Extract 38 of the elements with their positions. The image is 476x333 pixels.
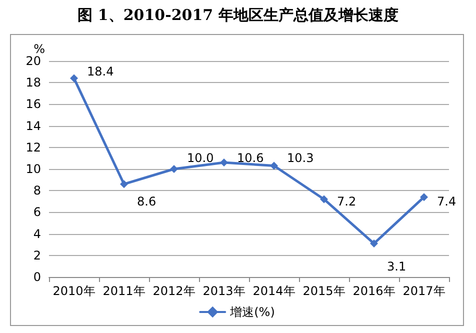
point — [170, 165, 178, 173]
x-tick-label: 2014年 — [252, 284, 296, 298]
x-tick-label: 2011年 — [102, 284, 146, 298]
y-tick-label: 8 — [33, 184, 41, 198]
x-tick-label: 2010年 — [52, 284, 96, 298]
data-label: 18.4 — [87, 64, 114, 79]
data-label: 7.2 — [337, 194, 356, 208]
x-tick-label: 2013年 — [202, 284, 246, 298]
y-tick-label: 10 — [26, 162, 41, 176]
x-tick-label: 2012年 — [152, 284, 196, 298]
point — [220, 158, 228, 167]
data-label: 10.0 — [187, 151, 214, 166]
x-tick-label: 2017年 — [402, 284, 446, 298]
point — [270, 162, 278, 170]
y-tick-label: 12 — [26, 140, 41, 154]
point — [370, 240, 378, 248]
point — [320, 195, 328, 204]
y-tick-label: 2 — [33, 248, 41, 262]
chart-title: 图 1、2010-2017 年地区生产总值及增长速度 — [76, 5, 400, 26]
data-label: 7.4 — [437, 194, 456, 208]
y-tick-label: 20 — [26, 54, 41, 68]
data-label: 3.1 — [387, 259, 406, 274]
y-tick-label: 4 — [33, 226, 41, 241]
data-label: 8.6 — [137, 194, 156, 209]
point — [120, 180, 128, 188]
x-tick-label: 2016年 — [352, 284, 396, 298]
point — [420, 193, 428, 202]
data-label: 10.3 — [287, 151, 314, 166]
y-tick-label: 18 — [26, 76, 41, 90]
point — [70, 74, 78, 82]
y-tick-label: 0 — [33, 270, 41, 284]
y-tick-label: 16 — [26, 97, 41, 112]
x-tick-label: 2015年 — [302, 284, 346, 298]
y-axis-title: % — [34, 42, 45, 56]
data-label: 10.6 — [237, 151, 264, 166]
legend-label: 增速(%) — [229, 305, 275, 319]
y-tick-label: 14 — [26, 118, 41, 133]
y-tick-label: 6 — [33, 205, 41, 220]
